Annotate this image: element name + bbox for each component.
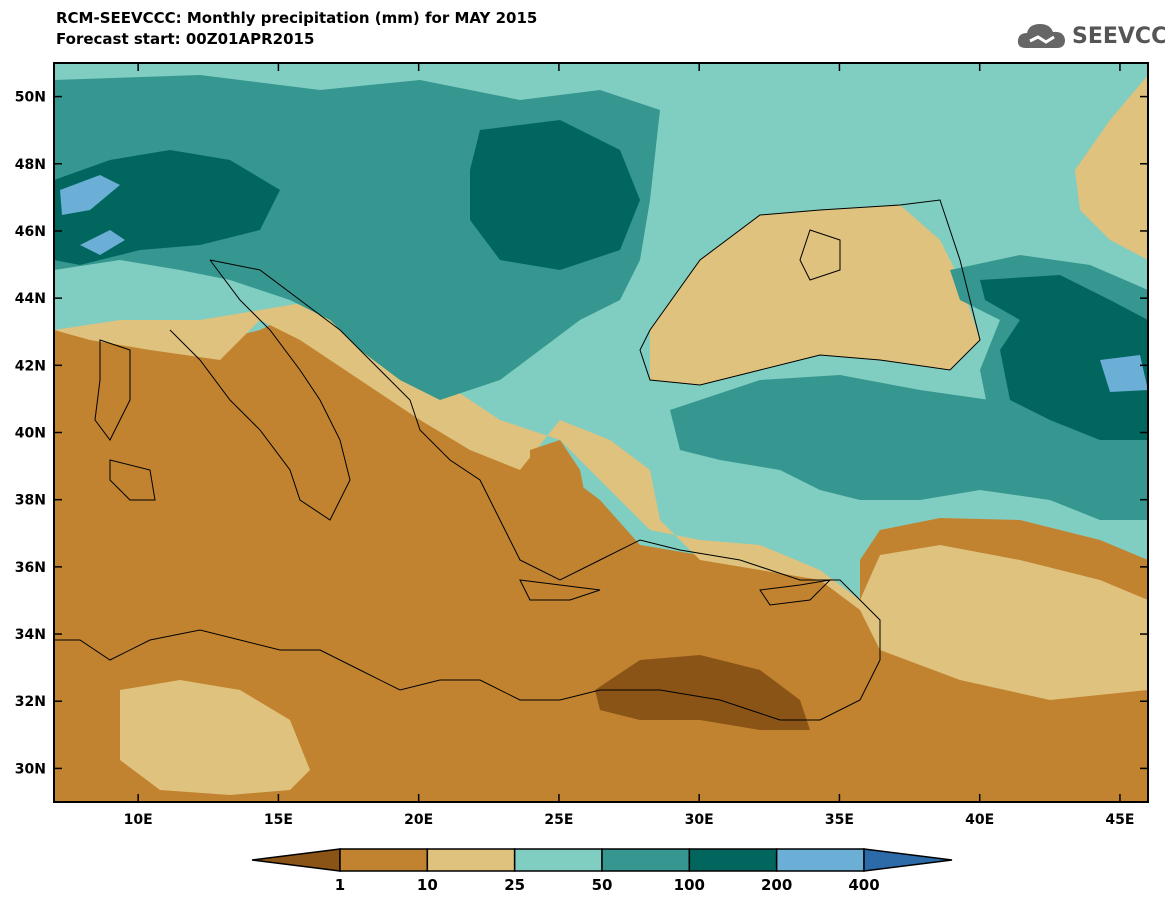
y-tick-label: 30N	[15, 761, 46, 777]
x-axis: 10E 15E 20E 25E 30E 35E 40E 45E	[124, 63, 1134, 828]
x-tick-label: 20E	[404, 812, 433, 828]
caucasus-wet	[980, 275, 1148, 440]
y-tick-label: 38N	[15, 493, 46, 509]
colorbar-label: 50	[592, 876, 613, 894]
colorbar-min-arrow	[251, 848, 341, 872]
x-tick-label: 45E	[1105, 812, 1134, 828]
colorbar-label: 25	[504, 876, 525, 894]
y-axis: 50N 48N 46N 44N 42N 40N 38N 36N 34N 32N 30N	[15, 90, 1148, 777]
colorbar-segment	[513, 848, 603, 872]
libya-dry	[120, 680, 310, 795]
alps-very-wet	[60, 175, 120, 215]
tyrrhenian-dry	[160, 425, 220, 510]
x-tick-label: 35E	[825, 812, 854, 828]
y-tick-label: 32N	[15, 694, 46, 710]
y-tick-label: 34N	[15, 627, 46, 643]
precipitation-fields	[54, 63, 1148, 802]
black-sea-dry	[650, 205, 980, 385]
y-tick-label: 42N	[15, 358, 46, 374]
colorbar-label: 1	[335, 876, 345, 894]
colorbar: 1 10 25 50 100 200 400	[251, 848, 953, 894]
y-tick-label: 44N	[15, 291, 46, 307]
x-tick-label: 15E	[264, 812, 293, 828]
egypt-very-dry	[595, 655, 810, 730]
y-tick-label: 48N	[15, 157, 46, 173]
seevccc-logo: SEEVCCC	[1016, 20, 1165, 52]
colorbar-segment	[339, 848, 429, 872]
x-tick-label: 30E	[685, 812, 714, 828]
colorbar-segment	[775, 848, 865, 872]
colorbar-segment	[426, 848, 516, 872]
y-tick-label: 36N	[15, 560, 46, 576]
alps-very-wet-2	[80, 230, 125, 255]
y-tick-label: 46N	[15, 224, 46, 240]
ionian-dry	[290, 460, 470, 560]
x-tick-label: 25E	[544, 812, 573, 828]
x-tick-label: 10E	[124, 812, 153, 828]
colorbar-label: 400	[848, 876, 879, 894]
colorbar-label: 10	[417, 876, 438, 894]
colorbar-segment	[601, 848, 691, 872]
caucasus-very-wet	[1100, 355, 1148, 392]
colorbar-segment	[688, 848, 778, 872]
colorbar-label: 100	[674, 876, 705, 894]
logo-text: SEEVCCC	[1072, 23, 1165, 49]
x-tick-label: 40E	[965, 812, 994, 828]
ne-dry	[1075, 75, 1148, 260]
map-title: RCM-SEEVCCC: Monthly precipitation (mm) …	[56, 9, 538, 27]
coastlines	[54, 199, 981, 721]
y-tick-label: 40N	[15, 426, 46, 442]
forecast-start-subtitle: Forecast start: 00Z01APR2015	[56, 30, 315, 48]
y-tick-label: 50N	[15, 90, 46, 106]
cloud-icon	[1017, 24, 1065, 48]
aegean-dry	[530, 440, 590, 560]
band-25-50	[54, 300, 1148, 700]
colorbar-label: 200	[761, 876, 792, 894]
carpathian-wet	[470, 120, 640, 270]
colorbar-max-arrow	[863, 848, 953, 872]
